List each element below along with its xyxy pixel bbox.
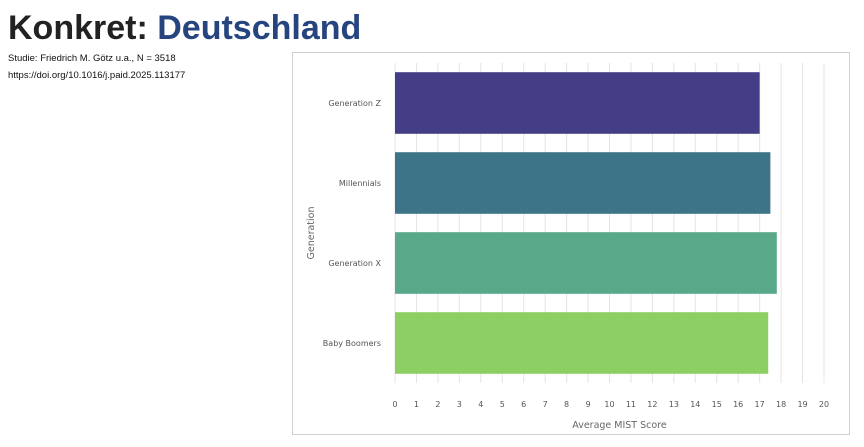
x-tick-label: 5 xyxy=(500,400,505,409)
y-axis-label: Generation xyxy=(306,207,317,260)
category-label: Baby Boomers xyxy=(323,339,381,348)
x-tick-label: 19 xyxy=(797,400,807,409)
x-axis-label: Average MIST Score xyxy=(572,420,667,431)
x-tick-label: 0 xyxy=(392,400,397,409)
bar-generation-z xyxy=(395,72,760,134)
x-tick-label: 20 xyxy=(819,400,829,409)
category-label: Generation Z xyxy=(328,99,381,108)
x-tick-label: 9 xyxy=(586,400,591,409)
title-accent: Deutschland xyxy=(157,9,362,47)
category-label: Millennials xyxy=(339,179,381,188)
x-tick-label: 16 xyxy=(733,400,743,409)
bar-baby-boomers xyxy=(395,312,769,374)
title-prefix: Konkret: xyxy=(8,9,158,47)
x-tick-label: 7 xyxy=(543,400,548,409)
x-tick-label: 10 xyxy=(604,400,614,409)
x-tick-label: 4 xyxy=(478,400,483,409)
page-title: Konkret: Deutschland xyxy=(8,6,361,50)
x-tick-label: 11 xyxy=(626,400,636,409)
x-tick-label: 18 xyxy=(776,400,786,409)
bar-chart: Generation Z Millennials Generation X Baby … xyxy=(306,63,829,431)
x-tick-label: 12 xyxy=(647,400,657,409)
x-tick-label: 14 xyxy=(690,400,700,409)
study-citation: Studie: Friedrich M. Götz u.a., N = 3518 xyxy=(8,53,176,64)
x-tick-label: 6 xyxy=(521,400,526,409)
chart-frame: Generation Z Millennials Generation X Baby … xyxy=(292,52,850,435)
x-tick-label: 8 xyxy=(564,400,569,409)
x-tick-label: 13 xyxy=(669,400,679,409)
x-tick-label: 1 xyxy=(414,400,419,409)
category-label: Generation X xyxy=(328,259,381,268)
bar-millennials xyxy=(395,152,771,214)
x-tick-label: 3 xyxy=(457,400,462,409)
x-tick-label: 17 xyxy=(755,400,765,409)
x-tick-label: 2 xyxy=(435,400,440,409)
x-tick-label: 15 xyxy=(712,400,722,409)
doi-link[interactable]: https://doi.org/10.1016/j.paid.2025.1131… xyxy=(8,70,186,81)
bar-generation-x xyxy=(395,232,777,294)
